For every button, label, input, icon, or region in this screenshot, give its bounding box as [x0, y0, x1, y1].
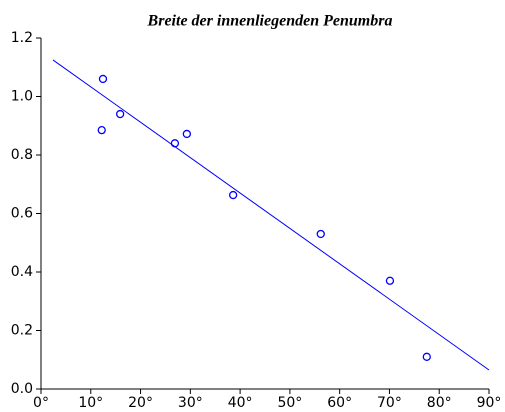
point [115, 109, 125, 119]
x-tick-label: 30° [178, 395, 203, 411]
chart-title: Breite der innenliegenden Penumbra [147, 13, 393, 30]
y-tick-label: 0.2 [11, 323, 33, 339]
point [422, 352, 431, 361]
y-tick-label: 0.8 [11, 147, 33, 163]
x-tick-label: 50° [277, 395, 302, 411]
x-tick-label: 0° [33, 395, 49, 411]
y-tick-label: 1.0 [11, 89, 33, 105]
y-tick-label: 0.6 [11, 206, 33, 222]
point [98, 74, 108, 84]
point [228, 190, 238, 200]
point [170, 139, 180, 148]
y-tick-label: 0.4 [11, 264, 33, 280]
y-tick-label: 1.2 [11, 30, 33, 46]
x-tick-label: 40° [228, 395, 253, 411]
fit-line [52, 59, 490, 371]
y-tick-label: 0.0 [11, 381, 33, 397]
point [182, 129, 191, 139]
x-tick-label: 80° [427, 395, 452, 411]
x-tick-label: 60° [327, 395, 352, 411]
point [385, 276, 395, 285]
x-tick-label: 20° [128, 395, 153, 411]
x-tick-label: 70° [377, 395, 402, 411]
point [316, 229, 325, 239]
point [97, 125, 106, 135]
x-tick-label: 90° [477, 395, 502, 411]
x-tick-label: 10° [78, 395, 103, 411]
